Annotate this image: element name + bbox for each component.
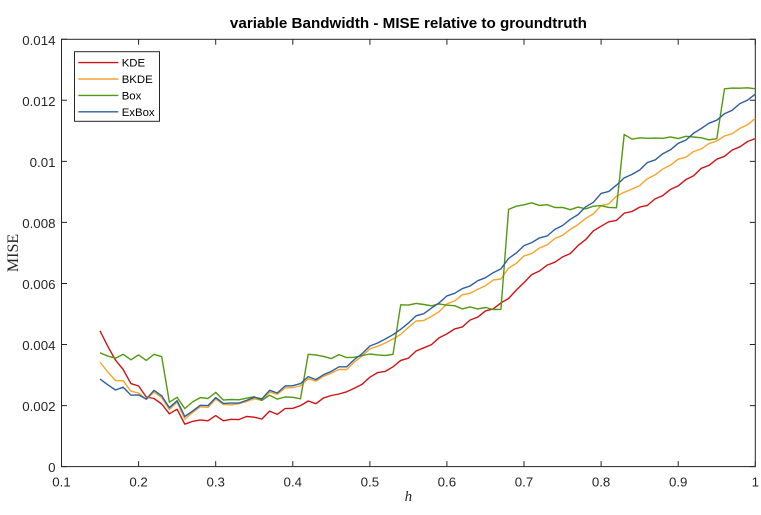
svg-text:0.008: 0.008 (22, 216, 55, 231)
svg-text:1: 1 (752, 475, 759, 490)
svg-text:0: 0 (48, 460, 55, 475)
svg-text:0.006: 0.006 (22, 277, 55, 292)
svg-text:0.6: 0.6 (438, 475, 457, 490)
svg-text:ExBox: ExBox (122, 107, 155, 119)
svg-text:Box: Box (122, 90, 142, 102)
svg-text:0.3: 0.3 (206, 475, 225, 490)
svg-text:0.01: 0.01 (30, 155, 56, 170)
svg-text:0.002: 0.002 (22, 399, 55, 414)
svg-text:0.014: 0.014 (22, 33, 55, 48)
svg-text:0.1: 0.1 (52, 475, 71, 490)
svg-text:0.4: 0.4 (284, 475, 303, 490)
svg-text:0.8: 0.8 (592, 475, 611, 490)
svg-text:0.004: 0.004 (22, 338, 55, 353)
svg-text:0.7: 0.7 (515, 475, 534, 490)
svg-text:h: h (405, 489, 413, 505)
svg-text:KDE: KDE (122, 58, 146, 70)
svg-text:0.2: 0.2 (129, 475, 148, 490)
svg-text:MISE: MISE (5, 234, 22, 272)
svg-text:BKDE: BKDE (122, 74, 153, 86)
svg-text:0.9: 0.9 (669, 475, 688, 490)
svg-text:variable Bandwidth - MISE rela: variable Bandwidth - MISE relative to gr… (230, 15, 587, 32)
svg-text:0.5: 0.5 (361, 475, 380, 490)
svg-text:0.012: 0.012 (22, 94, 55, 109)
